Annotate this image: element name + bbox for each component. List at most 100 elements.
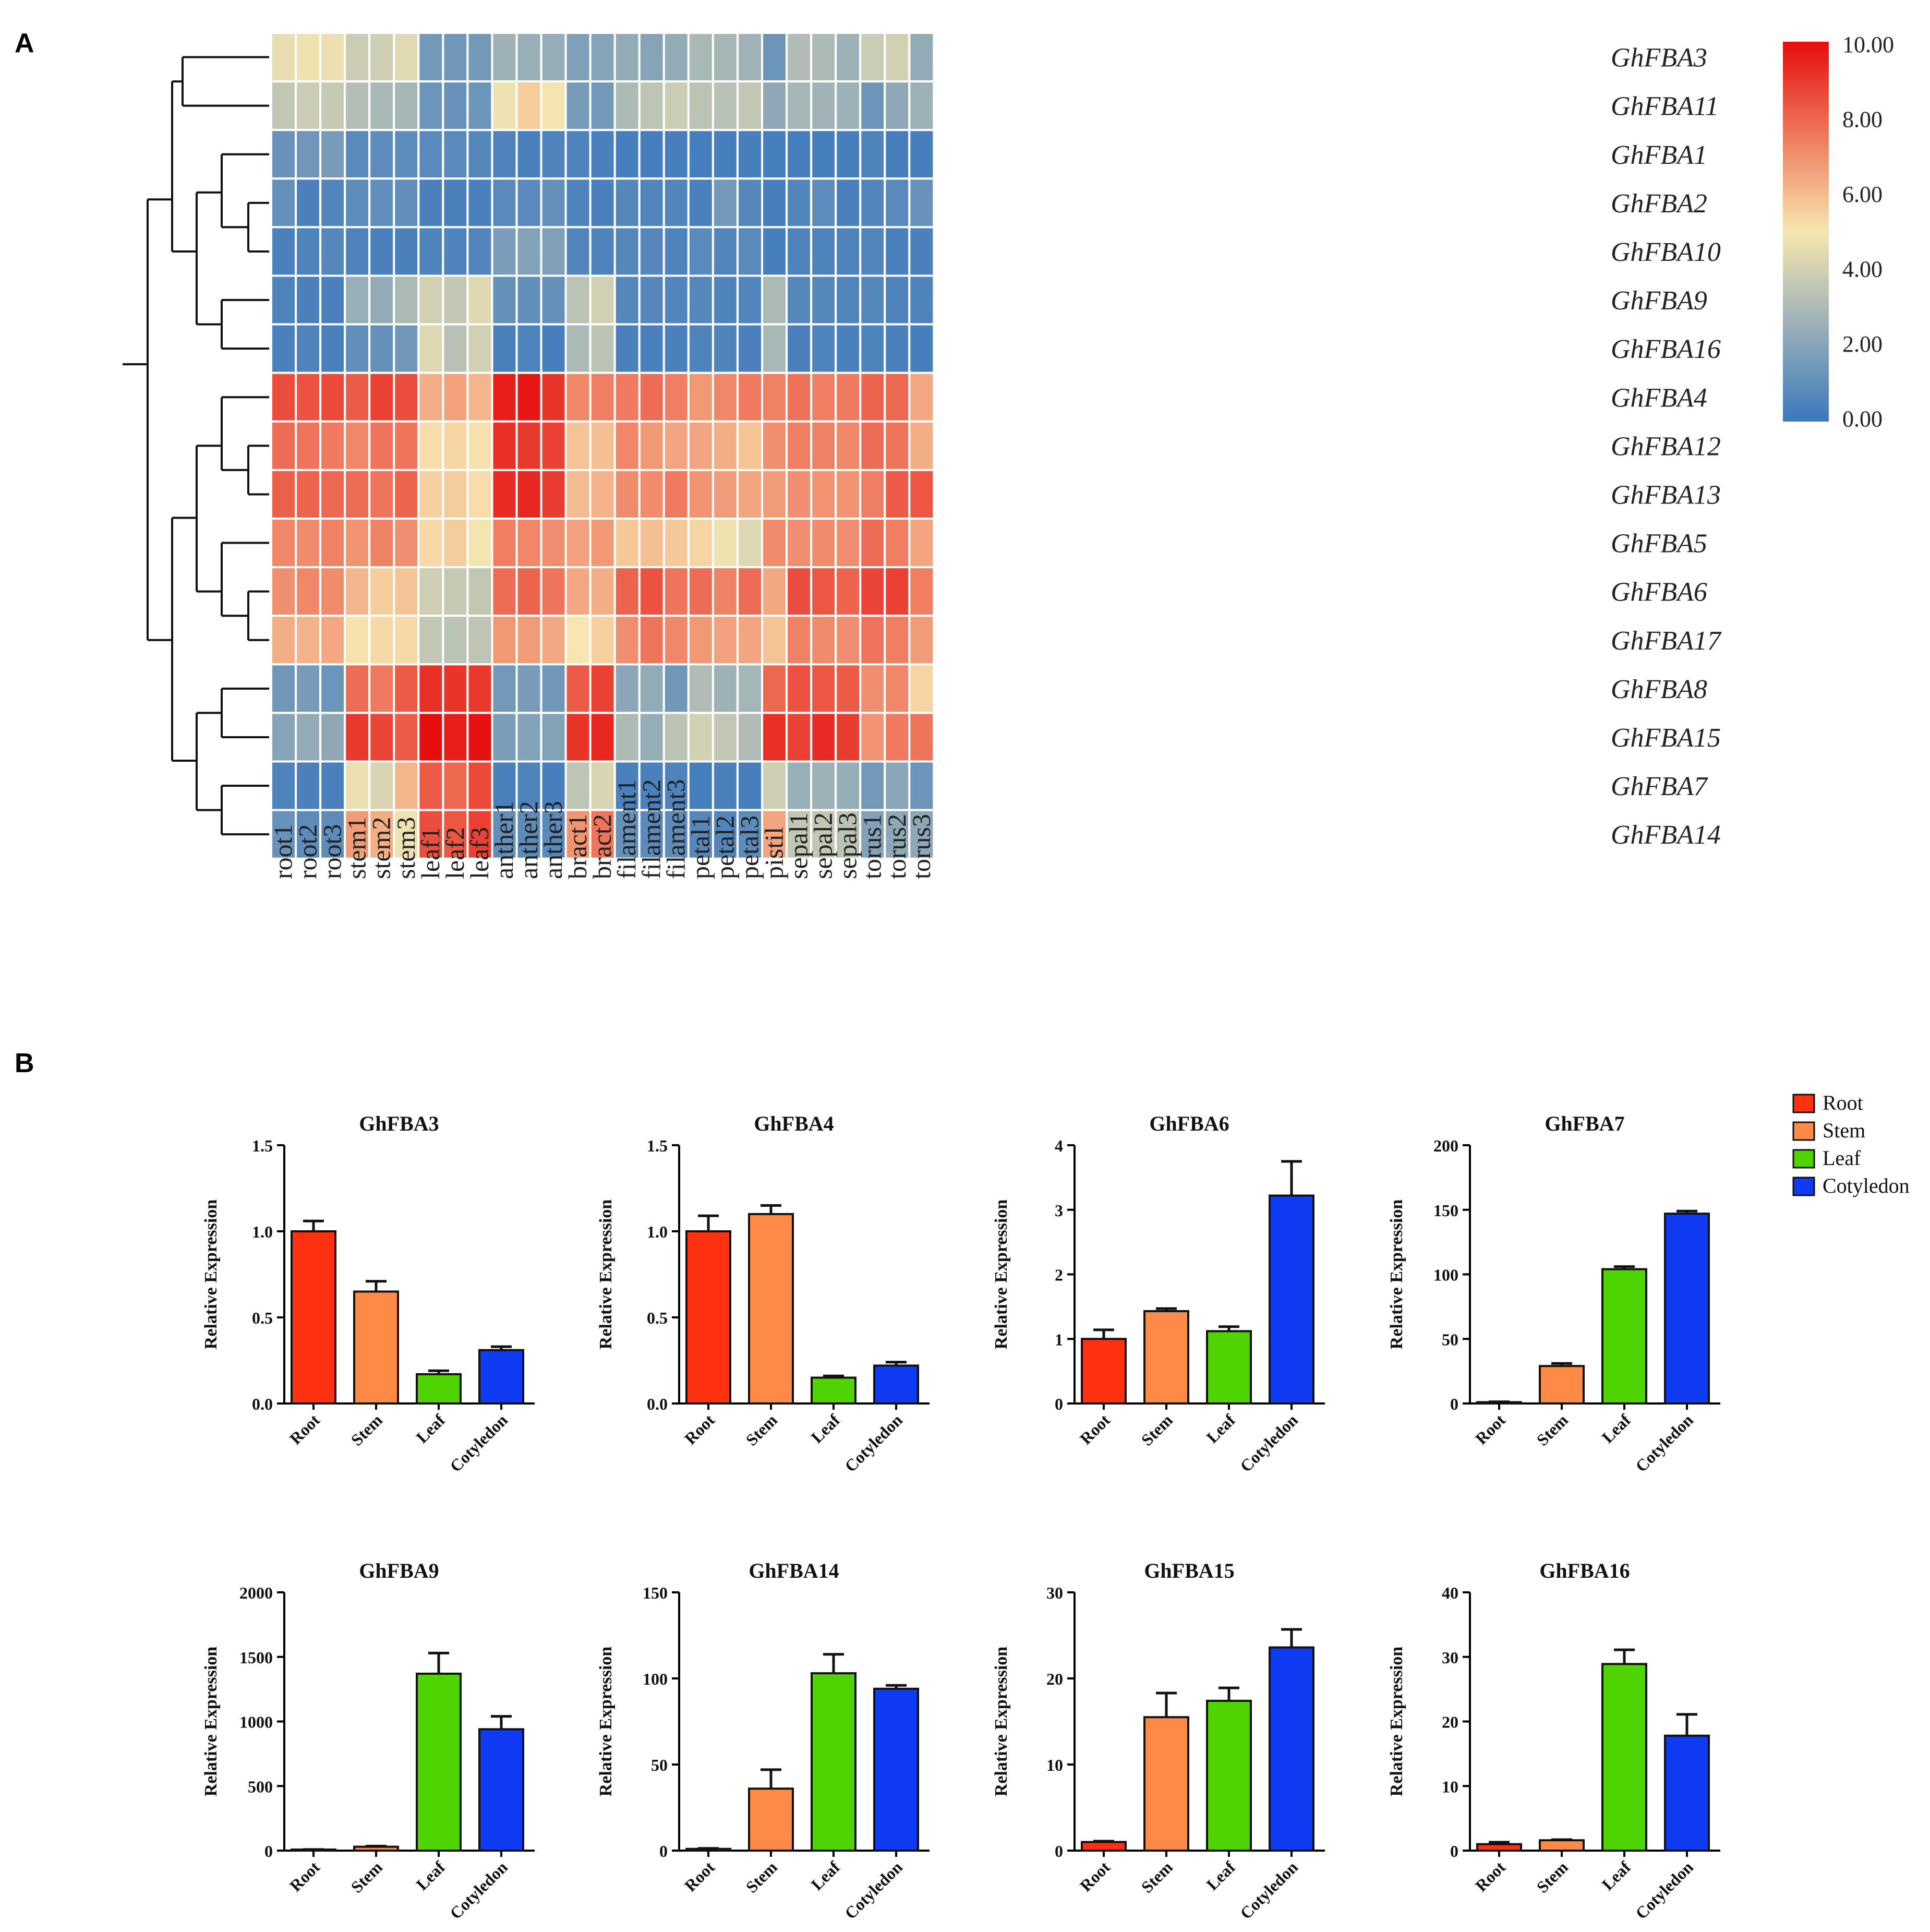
heatmap-cell	[613, 712, 641, 763]
heatmap-cell	[908, 274, 935, 326]
heatmap-cell	[319, 760, 346, 811]
heatmap-cell	[786, 469, 813, 520]
heatmap-column-label: bract1	[563, 814, 592, 879]
heatmap-cell	[884, 469, 911, 520]
heatmap-cell	[884, 323, 911, 374]
heatmap-cell	[466, 177, 493, 229]
heatmap-cell	[613, 32, 641, 83]
heatmap-cell	[810, 226, 837, 277]
heatmap-cell	[761, 760, 788, 811]
heatmap-column-label: root3	[318, 824, 347, 879]
heatmap-cell	[687, 177, 714, 229]
heatmap-cell	[786, 32, 813, 83]
heatmap-cell	[736, 566, 763, 617]
heatmap-cell	[761, 615, 788, 666]
heatmap-cell	[711, 809, 739, 860]
heatmap-cell	[786, 420, 813, 471]
heatmap-cell	[344, 226, 371, 277]
heatmap-cell	[466, 32, 493, 83]
bar-panel-ylabel: Relative Expression	[992, 1199, 1011, 1350]
heatmap-cell	[638, 129, 665, 180]
heatmap-cell	[491, 226, 518, 277]
heatmap-cell	[393, 663, 420, 714]
heatmap-cell	[736, 177, 763, 229]
heatmap-cell	[270, 274, 297, 326]
heatmap-cell	[908, 518, 935, 569]
heatmap-cell	[417, 420, 444, 471]
heatmap-cell	[662, 129, 690, 180]
heatmap-cell	[417, 760, 444, 811]
heatmap	[270, 32, 935, 860]
legend-label: Stem	[1823, 1119, 1865, 1142]
heatmap-cell	[393, 323, 420, 374]
heatmap-row-label: GhFBA13	[1611, 480, 1721, 510]
bar	[1081, 1841, 1127, 1852]
bar	[1664, 1734, 1710, 1852]
heatmap-cell	[564, 177, 592, 229]
heatmap-cell	[295, 177, 322, 229]
heatmap-cell	[589, 323, 616, 374]
heatmap-cell	[786, 518, 813, 569]
heatmap-cell	[761, 80, 788, 131]
heatmap-cell	[810, 420, 837, 471]
heatmap-cell	[687, 32, 714, 83]
heatmap-cell	[786, 566, 813, 617]
heatmap-cell	[393, 760, 420, 811]
colorbar-tick-label: 8.00	[1842, 107, 1883, 133]
heatmap-cell	[835, 712, 862, 763]
heatmap-cell	[564, 663, 592, 714]
row-dendrogram	[123, 56, 269, 836]
heatmap-cell	[662, 615, 690, 666]
heatmap-column-label: torus2	[882, 814, 911, 879]
heatmap-cell	[344, 274, 371, 326]
heatmap-cell	[417, 80, 444, 131]
heatmap-cell	[368, 371, 395, 423]
heatmap-cell	[835, 615, 862, 666]
heatmap-cell	[908, 371, 935, 423]
y-tick-label: 2000	[239, 1583, 273, 1602]
heatmap-cell	[662, 469, 690, 520]
heatmap-cell	[662, 226, 690, 277]
heatmap-cell	[344, 420, 371, 471]
heatmap-cell	[711, 129, 739, 180]
heatmap-cell	[638, 323, 665, 374]
heatmap-cell	[859, 566, 886, 617]
bar	[685, 1230, 731, 1405]
heatmap-cell	[589, 274, 616, 326]
heatmap-cell	[491, 760, 518, 811]
heatmap-cell	[662, 663, 690, 714]
heatmap-cell	[540, 809, 567, 860]
heatmap-cell	[515, 80, 542, 131]
heatmap-cell	[368, 469, 395, 520]
heatmap-column-label: torus1	[858, 814, 887, 879]
y-tick-label: 0.5	[647, 1309, 668, 1327]
bar-panel-title: GhFBA7	[1545, 1112, 1624, 1135]
heatmap-cell	[515, 809, 542, 860]
y-tick-label: 1.5	[252, 1136, 273, 1155]
heatmap-cell	[908, 32, 935, 83]
heatmap-cell	[491, 663, 518, 714]
heatmap-cell	[687, 615, 714, 666]
heatmap-cell	[491, 420, 518, 471]
heatmap-cell	[295, 129, 322, 180]
colorbar-tick-label: 6.00	[1842, 182, 1883, 207]
heatmap-cell	[835, 518, 862, 569]
y-tick-label: 100	[643, 1670, 668, 1688]
heatmap-cell	[564, 760, 592, 811]
bar-panel-ylabel: Relative Expression	[1387, 1647, 1406, 1797]
heatmap-cell	[466, 760, 493, 811]
heatmap-cell	[589, 32, 616, 83]
bar-panel-title: GhFBA3	[359, 1112, 439, 1135]
heatmap-cell	[810, 518, 837, 569]
heatmap-cell	[295, 809, 322, 860]
heatmap-cell	[344, 32, 371, 83]
heatmap-cell	[884, 371, 911, 423]
heatmap-cell	[908, 566, 935, 617]
heatmap-cell	[368, 323, 395, 374]
heatmap-cell	[442, 177, 469, 229]
y-tick-label: 0	[1450, 1395, 1458, 1413]
heatmap-row-label: GhFBA11	[1611, 92, 1719, 122]
heatmap-cell	[417, 518, 444, 569]
heatmap-cell	[711, 32, 739, 83]
heatmap-cell	[884, 32, 911, 83]
